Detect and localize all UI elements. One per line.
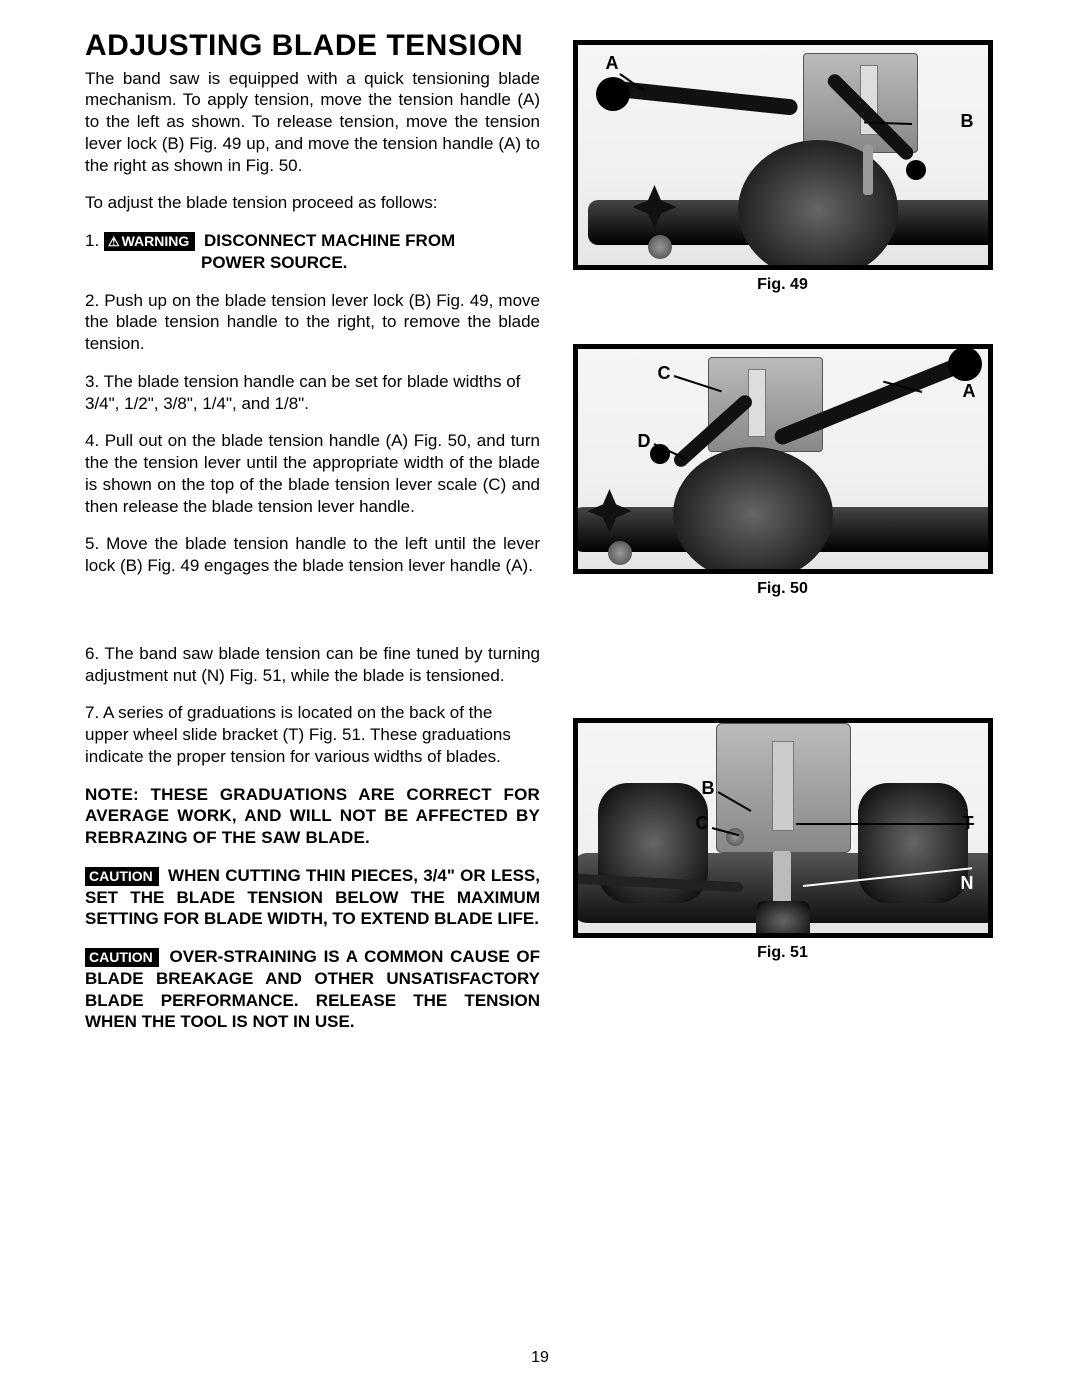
warning-badge-text: WARNING — [122, 233, 190, 249]
page-title: ADJUSTING BLADE TENSION — [85, 30, 540, 62]
figure-50-image: C D A — [573, 344, 993, 574]
caution-badge-1: CAUTION — [85, 867, 159, 886]
caution-2: CAUTION OVER-STRAINING IS A COMMON CAUSE… — [85, 946, 540, 1033]
callout-n-51: N — [961, 873, 974, 894]
step-2: 2. Push up on the blade tension lever lo… — [85, 290, 540, 355]
caution-1: CAUTION WHEN CUTTING THIN PIECES, 3/4" O… — [85, 865, 540, 930]
figure-51: B C T N Fig. 51 — [570, 718, 995, 962]
step-3: 3. The blade tension handle can be set f… — [85, 371, 540, 415]
callout-a-50: A — [963, 381, 976, 402]
figure-49-caption: Fig. 49 — [570, 276, 995, 294]
step-1-text-line1: DISCONNECT MACHINE FROM — [204, 231, 455, 250]
step-6: 6. The band saw blade tension can be fin… — [85, 643, 540, 687]
warning-icon: ⚠ — [108, 234, 120, 249]
callout-b-51: B — [702, 778, 715, 799]
note-block: NOTE: THESE GRADUATIONS ARE CORRECT FOR … — [85, 784, 540, 849]
page-number: 19 — [0, 1349, 1080, 1367]
caution-badge-2: CAUTION — [85, 948, 159, 967]
callout-c-51: C — [696, 813, 709, 834]
warning-badge: ⚠WARNING — [104, 232, 195, 251]
callout-a-49: A — [606, 53, 619, 74]
step-1-text-line2: POWER SOURCE. — [85, 252, 540, 274]
step-5: 5. Move the blade tension handle to the … — [85, 533, 540, 577]
figure-49: A B Fig. 49 — [570, 40, 995, 294]
lead-line: To adjust the blade tension proceed as f… — [85, 192, 540, 214]
callout-b-49: B — [961, 111, 974, 132]
figure-49-image: A B — [573, 40, 993, 270]
intro-paragraph: The band saw is equipped with a quick te… — [85, 68, 540, 177]
figure-50: C D A Fig. 50 — [570, 344, 995, 598]
callout-c-50: C — [658, 363, 671, 384]
step-4: 4. Pull out on the blade tension handle … — [85, 430, 540, 517]
step-1-number: 1. — [85, 231, 99, 250]
step-7: 7. A series of graduations is located on… — [85, 702, 540, 767]
callout-d-50: D — [638, 431, 651, 452]
figure-51-caption: Fig. 51 — [570, 944, 995, 962]
figure-51-image: B C T N — [573, 718, 993, 938]
figure-50-caption: Fig. 50 — [570, 580, 995, 598]
step-1: 1. ⚠WARNING DISCONNECT MACHINE FROM POWE… — [85, 230, 540, 274]
